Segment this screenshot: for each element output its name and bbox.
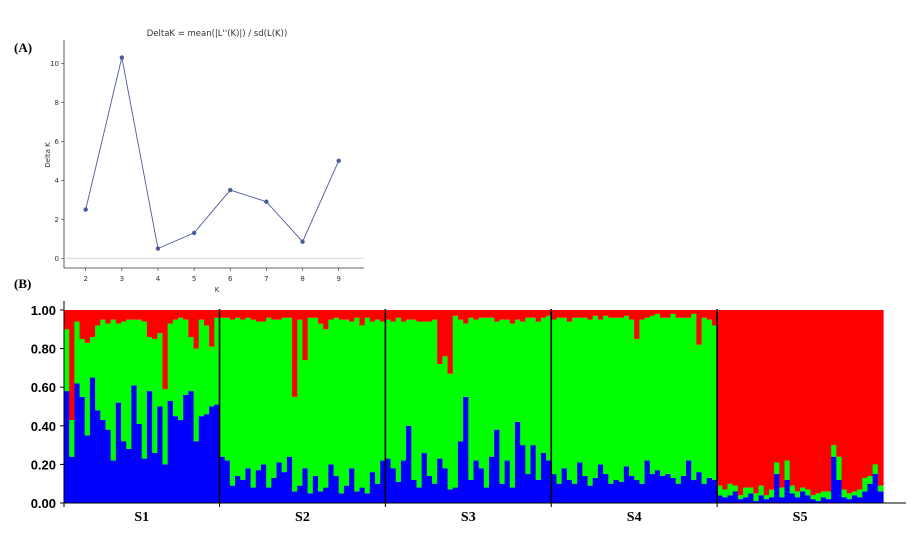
deltak-y-tick-label: 4 <box>55 177 60 185</box>
deltak-x-tick-label: 3 <box>120 275 124 283</box>
deltak-y-axis-label: Delta K <box>44 142 52 168</box>
deltak-x-tick-label: 7 <box>264 275 268 283</box>
deltak-point <box>264 199 269 204</box>
deltak-series-line <box>85 57 340 250</box>
deltak-point <box>300 239 305 244</box>
panel-a-label: (A) <box>14 40 33 55</box>
deltak-point <box>155 246 161 251</box>
deltak-x-tick-label: 8 <box>300 275 304 283</box>
deltak-point <box>83 207 88 212</box>
deltak-point <box>228 187 233 193</box>
deltak-y-tick-label: 2 <box>55 216 59 224</box>
deltak-point <box>191 230 197 236</box>
deltak-chart-title: DeltaK = mean(|L''(K)|) / sd(L(K)) <box>147 29 288 39</box>
deltak-y-tick-label: 6 <box>55 138 60 146</box>
deltak-point <box>336 158 341 164</box>
deltak-y-tick-label: 0 <box>55 255 59 263</box>
deltak-x-tick-label: 5 <box>192 275 196 283</box>
deltak-y-tick-label: 8 <box>55 99 59 107</box>
deltak-x-tick-label: 2 <box>83 275 87 283</box>
deltak-y-tick-label: 10 <box>50 60 59 68</box>
deltak-point <box>119 55 125 60</box>
panel-b-label: (B) <box>14 276 32 291</box>
deltak-x-tick-label: 9 <box>336 275 340 283</box>
deltak-x-tick-label: 6 <box>228 275 233 283</box>
deltak-x-tick-label: 4 <box>156 275 161 283</box>
deltak-x-axis-label: K <box>215 286 220 294</box>
